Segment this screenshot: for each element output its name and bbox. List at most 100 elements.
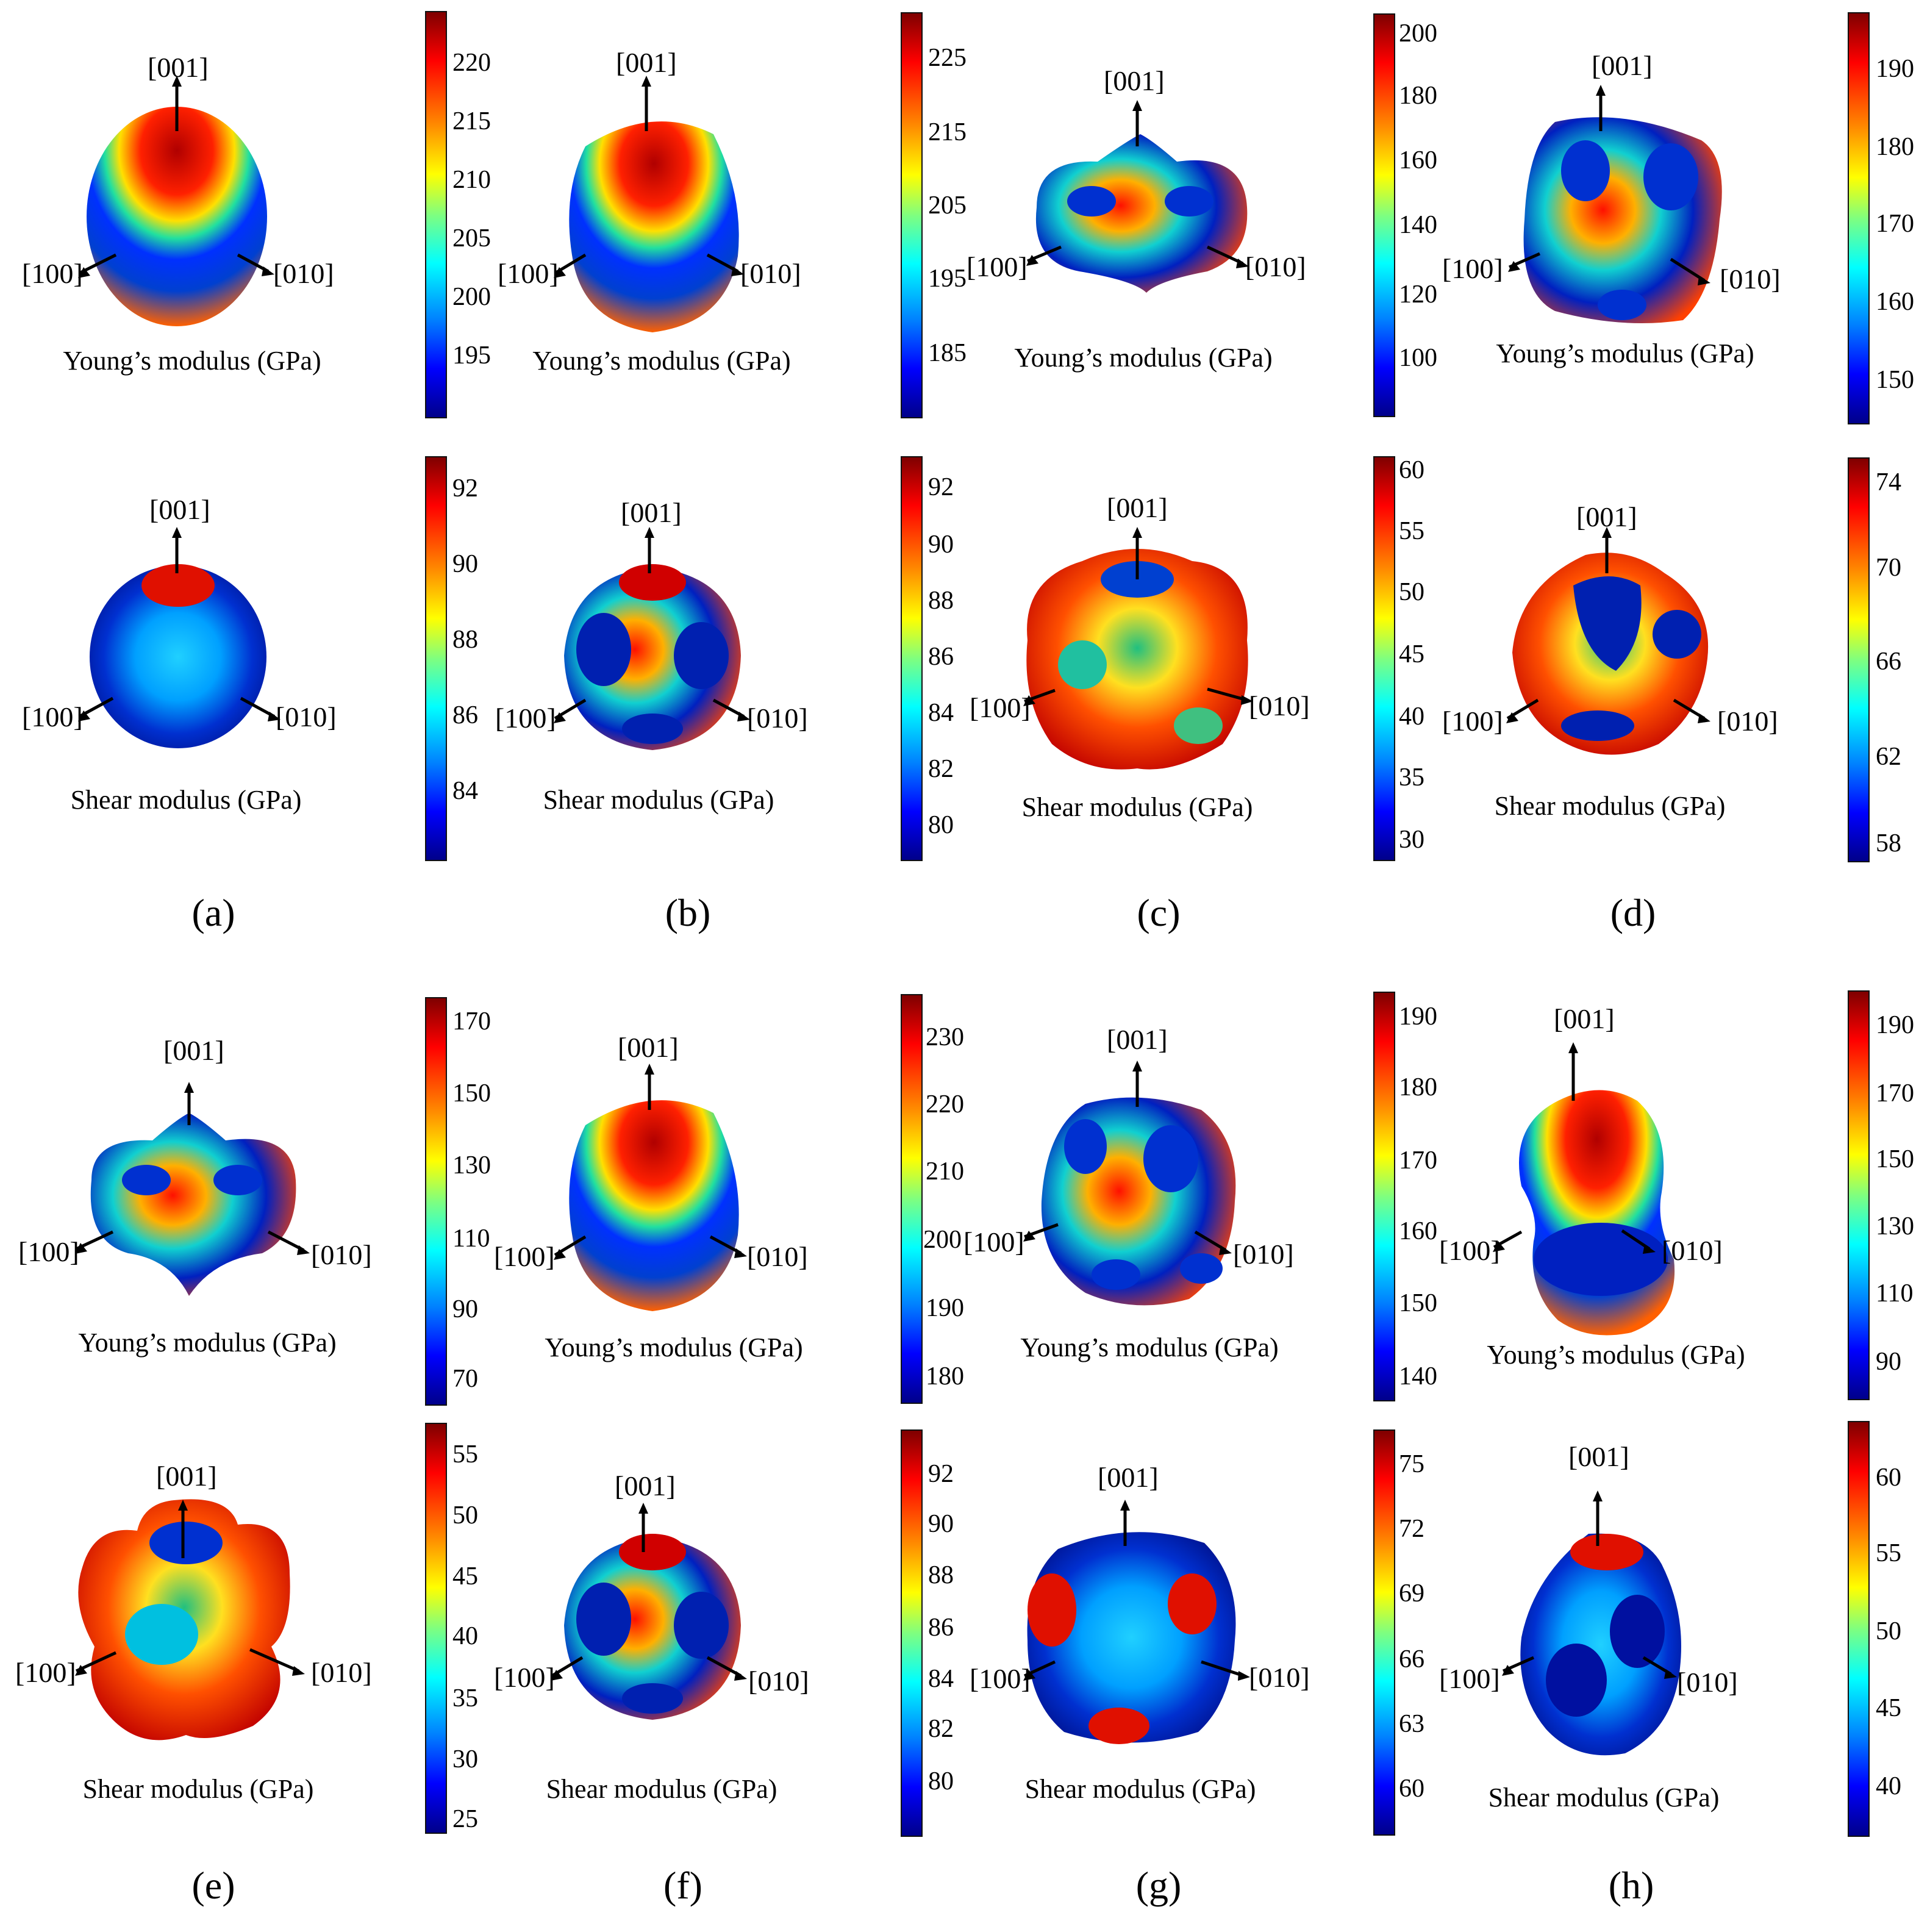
tick: 86: [928, 1614, 954, 1642]
axis-arrows: [75, 1082, 310, 1255]
axis-label-001: [001]: [163, 1035, 224, 1066]
axis-label-010: [010]: [311, 1239, 372, 1270]
shear-surface-h: [1520, 1533, 1681, 1756]
tick: 100: [1399, 344, 1437, 372]
tick: 88: [928, 1561, 954, 1589]
axis-label-001: [001]: [615, 1470, 676, 1501]
colorbar-f-shear: [901, 1429, 923, 1837]
tick: 40: [1876, 1772, 1901, 1800]
young-surface-b: [569, 121, 739, 332]
colorbar-c-shear: [1373, 456, 1395, 861]
tick: 40: [452, 1622, 478, 1650]
shear-surface-e: [78, 1499, 290, 1741]
panel-d-young: [001] [100] [010] Young’s modulus (GPa): [1427, 0, 1890, 427]
tick: 190: [1876, 55, 1914, 83]
panel-c-shear: [001] [100] [010] Shear modulus (GPa) 60…: [951, 445, 1424, 872]
tick: 130: [1876, 1212, 1914, 1240]
shear-surface-a: [90, 564, 266, 748]
colorbar-a-shear: [425, 456, 447, 861]
colorbar-e-young: [425, 997, 447, 1406]
caption-shear: Shear modulus (GPa): [1494, 791, 1726, 821]
caption-shear: Shear modulus (GPa): [82, 1774, 314, 1804]
colorbar-d-shear: [1848, 457, 1870, 862]
tick: 84: [928, 699, 954, 727]
panel-b-young: [001] [100] [010] Young’s modulus (GPa) …: [476, 0, 967, 427]
tick: 170: [1876, 1079, 1914, 1107]
caption-young: Young’s modulus (GPa): [1020, 1333, 1279, 1362]
tick: 90: [1876, 1348, 1901, 1376]
axis-label-001: [001]: [149, 494, 210, 525]
tick: 92: [928, 1460, 954, 1488]
axis-label-010: [010]: [273, 258, 334, 289]
tick: 30: [1399, 826, 1424, 854]
axis-arrows: [551, 1503, 747, 1681]
axis-label-010: [010]: [748, 1665, 809, 1697]
axis-label-010: [010]: [740, 258, 801, 289]
tick: 84: [928, 1665, 954, 1693]
axis-arrows: [75, 1500, 305, 1676]
tick: 60: [1399, 456, 1424, 484]
panel-f-young: [001] [100] [010] Young’s modulus (GPa) …: [476, 982, 964, 1409]
tick: 45: [1399, 640, 1424, 668]
tick: 110: [452, 1225, 490, 1253]
tick: 25: [452, 1805, 478, 1833]
axis-label-100: [100]: [15, 1657, 76, 1688]
tick: 160: [1399, 146, 1437, 174]
axis-label-010: [010]: [1249, 1662, 1310, 1693]
tick: 45: [452, 1562, 478, 1590]
axis-label-001: [001]: [618, 1032, 679, 1063]
axis-arrows: [1508, 85, 1710, 285]
tick: 82: [928, 755, 954, 783]
axis-label-100: [100]: [963, 1226, 1024, 1258]
tick: 50: [1399, 578, 1424, 606]
tick: 86: [928, 643, 954, 671]
tick: 55: [1876, 1539, 1901, 1567]
axis-label-010: [010]: [1720, 263, 1781, 295]
tick: 200: [452, 283, 491, 311]
axis-label-001: [001]: [621, 497, 682, 528]
colorbar-c-young: [1373, 13, 1395, 417]
shear-surface-d: [1512, 553, 1709, 755]
tick: 70: [452, 1365, 478, 1393]
colorbar-b-shear: [901, 456, 923, 861]
tick: 150: [1876, 366, 1914, 394]
tick: 30: [452, 1745, 478, 1773]
panel-label-f: (f): [663, 1864, 702, 1907]
axis-label-001: [001]: [1107, 1024, 1168, 1055]
young-surface-e: [90, 1113, 296, 1296]
tick: 190: [926, 1294, 964, 1322]
tick: 180: [926, 1362, 964, 1390]
panel-label-a: (a): [191, 891, 235, 934]
axis-label-010: [010]: [747, 1241, 808, 1272]
tick: 200: [923, 1226, 962, 1254]
tick: 160: [1399, 1217, 1437, 1245]
axis-label-001: [001]: [616, 47, 677, 78]
colorbar-h-shear: [1848, 1421, 1870, 1837]
caption-young: Young’s modulus (GPa): [532, 346, 791, 376]
tick: 170: [452, 1007, 491, 1036]
caption-shear: Shear modulus (GPa): [1021, 792, 1253, 822]
shear-surface-g: [1027, 1532, 1236, 1744]
tick: 130: [452, 1151, 491, 1179]
tick: 110: [1876, 1279, 1914, 1308]
tick: 195: [452, 342, 491, 370]
axis-label-001: [001]: [156, 1461, 217, 1492]
tick: 84: [452, 777, 478, 805]
tick: 180: [1399, 1073, 1437, 1101]
tick: 220: [452, 49, 491, 77]
colorbar-a-young: [425, 11, 447, 418]
tick: 210: [926, 1157, 964, 1186]
tick: 86: [452, 701, 478, 729]
tick: 180: [1876, 133, 1914, 161]
caption-young: Young’s modulus (GPa): [1487, 1340, 1745, 1370]
axis-arrows: [554, 76, 744, 278]
panel-a-young: [001] [100] [010] Young’s modulus (GPa) …: [0, 0, 491, 427]
axis-label-010: [010]: [1717, 706, 1778, 737]
caption-young: Young’s modulus (GPa): [78, 1328, 337, 1358]
axis-label-100: [100]: [1442, 706, 1503, 737]
axis-arrows: [1506, 527, 1710, 723]
tick: 215: [452, 107, 491, 135]
axis-label-100: [100]: [495, 703, 556, 734]
tick: 180: [1399, 82, 1437, 110]
tick: 210: [452, 166, 491, 194]
